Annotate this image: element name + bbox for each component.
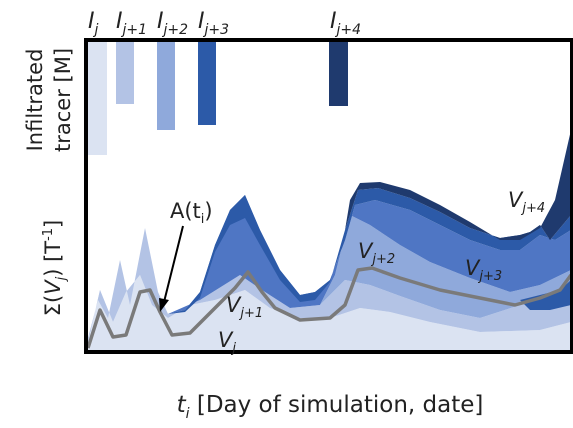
annotation-label: A(ti) <box>170 199 213 227</box>
y-label-bottom: Σ(Vj) [T-1] <box>41 220 69 317</box>
pulse-bar-i-j <box>88 42 107 155</box>
y-label-top-line2: tracer [M] <box>51 48 75 152</box>
annotation-arrowhead <box>159 298 169 312</box>
volume-label-v-j3: Vj+3 <box>465 256 502 284</box>
x-axis-label: ti [Day of simulation, date] <box>177 392 484 422</box>
pulse-bar-i-j1 <box>116 42 134 104</box>
area-v-j <box>88 275 571 350</box>
area-v-j2 <box>168 215 571 318</box>
pulse-label-i-j: Ij <box>88 9 99 38</box>
area-v-j5 <box>345 130 571 240</box>
pulse-label-i-j1: Ij+1 <box>116 9 147 38</box>
pulse-bar-i-j4 <box>329 42 348 106</box>
volume-label-v-j1: Vj+1 <box>226 293 263 321</box>
area-v-j1 <box>88 228 571 342</box>
annotation-arrow <box>163 225 184 303</box>
y-label-top-line1: Infiltrated <box>23 49 47 152</box>
pulse-label-i-j3: Ij+3 <box>198 9 229 38</box>
pulse-bar-i-j3 <box>198 42 216 125</box>
volume-label-v-j2: Vj+2 <box>358 239 395 267</box>
aggregate-line <box>86 266 573 349</box>
plot-frame <box>84 38 573 354</box>
pulse-label-i-j4: Ij+4 <box>330 9 361 38</box>
volume-label-v-j: Vj <box>218 328 236 356</box>
volume-label-v-j4: Vj+4 <box>508 188 545 216</box>
pulse-bar-i-j2 <box>157 42 175 130</box>
pulse-label-i-j2: Ij+2 <box>157 9 188 38</box>
area-v-j3 <box>168 195 571 314</box>
